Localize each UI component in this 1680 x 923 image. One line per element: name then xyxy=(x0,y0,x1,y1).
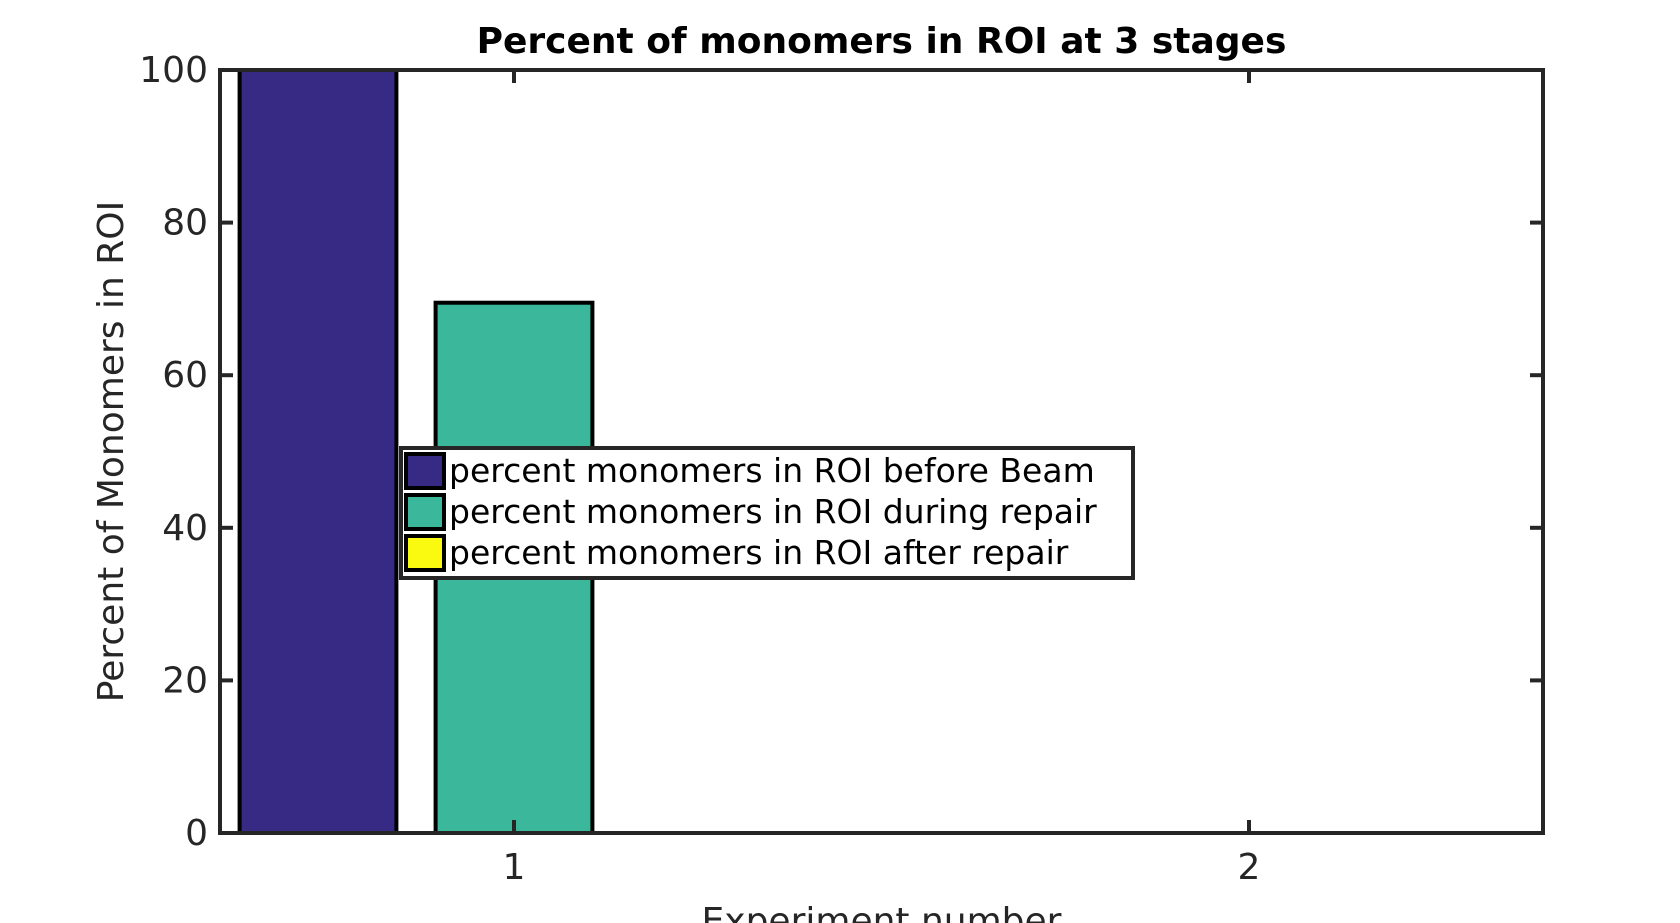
x-axis-label: Experiment number xyxy=(702,901,1062,923)
legend: percent monomers in ROI before Beamperce… xyxy=(399,446,1135,580)
y-tick-label: 80 xyxy=(162,203,208,244)
ticks-group: 0 20 40 60 80 100 1 2 xyxy=(139,50,1543,888)
legend-entry: percent monomers in ROI during repair xyxy=(449,492,1097,531)
legend-swatch xyxy=(404,534,446,572)
bars-group xyxy=(237,68,595,835)
y-tick-label: 100 xyxy=(139,50,208,91)
y-axis-label: Percent of Monomers in ROI xyxy=(91,201,132,702)
x-tick-label: 2 xyxy=(1238,847,1261,888)
y-tick-label: 20 xyxy=(162,660,208,701)
bar-1-1 xyxy=(237,68,399,835)
legend-swatch xyxy=(404,493,446,531)
plot-frame xyxy=(218,68,1545,835)
y-tick-label: 40 xyxy=(162,508,208,549)
y-tick-label: 60 xyxy=(162,355,208,396)
x-tick-label: 1 xyxy=(503,847,526,888)
legend-entry: percent monomers in ROI after repair xyxy=(449,533,1069,572)
legend-entry: percent monomers in ROI before Beam xyxy=(449,451,1095,490)
y-tick-label: 0 xyxy=(185,813,208,854)
chart-title: Percent of monomers in ROI at 3 stages xyxy=(477,21,1287,62)
legend-swatch xyxy=(404,452,446,490)
legend-box xyxy=(399,446,1135,580)
